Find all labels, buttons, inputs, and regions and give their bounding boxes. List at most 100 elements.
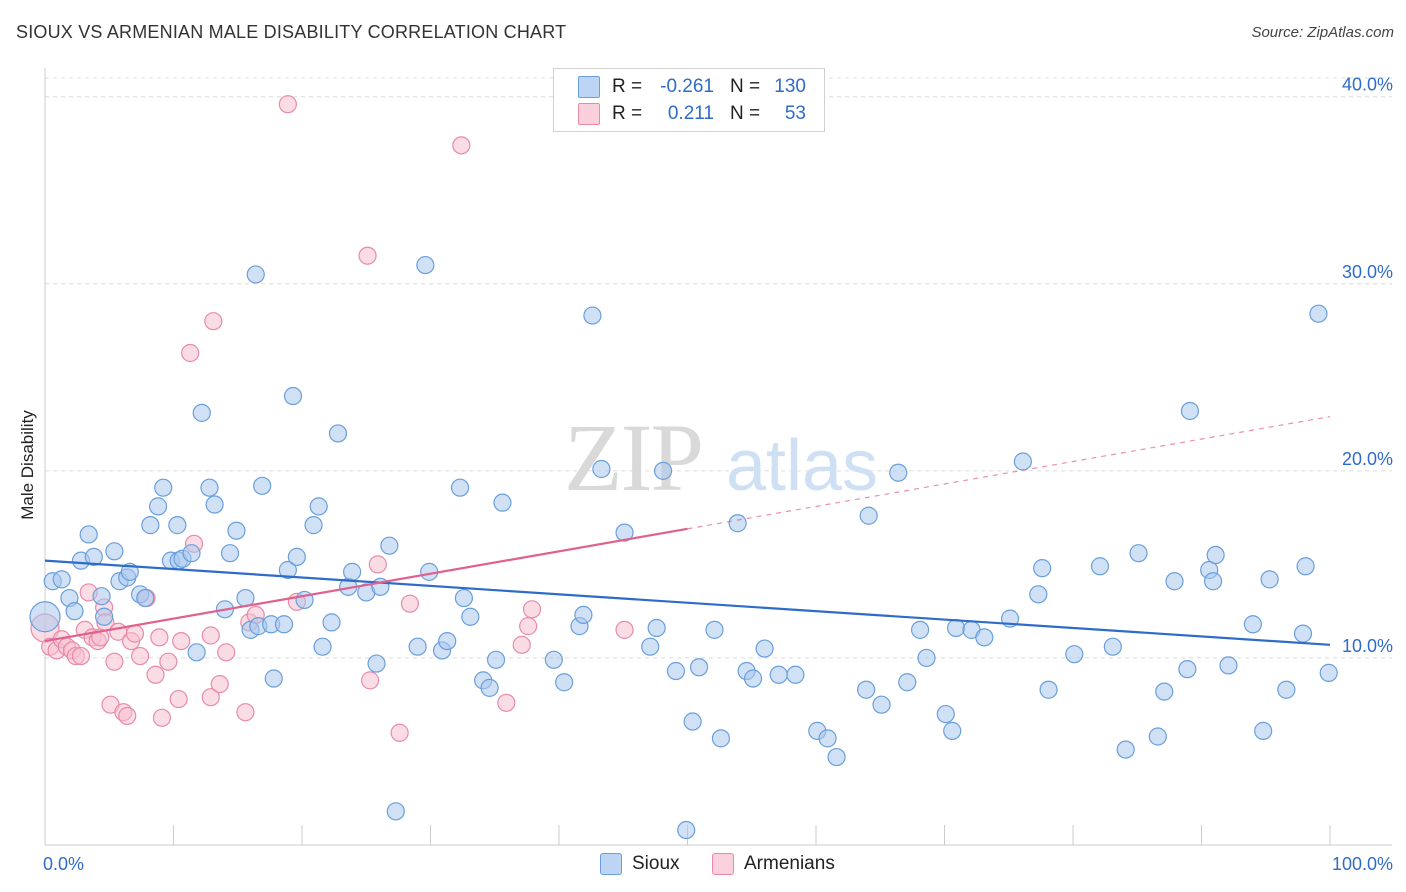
sioux-point <box>555 673 574 692</box>
sioux-point <box>711 729 731 748</box>
sioux-point <box>95 607 114 626</box>
gridlines <box>45 77 1392 659</box>
sioux-point <box>1260 570 1279 589</box>
sioux-legend-swatch <box>600 853 622 875</box>
sioux-point <box>705 620 724 639</box>
legend-n-value: 130 <box>774 76 806 97</box>
sioux-point <box>728 514 747 533</box>
sioux-point <box>328 424 348 443</box>
y-tick-labels: 10.0% 20.0% 30.0% 40.0% <box>1342 75 1393 656</box>
legend-r-value: -0.261 <box>660 76 714 97</box>
armenian-trend-extension <box>687 416 1331 530</box>
legend-r-label: R = <box>612 76 643 97</box>
sioux-point <box>786 665 805 684</box>
armenian-point <box>452 136 471 155</box>
armenian-point <box>512 635 531 654</box>
sioux-point <box>322 613 341 632</box>
correlation-legend: R = -0.261 N = 130 R = 0.211 N = 53 <box>553 68 825 132</box>
sioux-point <box>1293 624 1313 643</box>
sioux-point <box>200 478 219 497</box>
sioux-point <box>65 602 84 621</box>
axes <box>44 68 1392 846</box>
sioux-point <box>592 459 611 479</box>
sioux-point <box>1090 557 1110 576</box>
sioux-point <box>1013 452 1032 471</box>
armenian-point <box>125 624 145 643</box>
y-axis-label: Male Disability <box>18 410 37 520</box>
sioux-swatch <box>578 76 600 98</box>
watermark-atlas: atlas <box>726 426 878 506</box>
sioux-point <box>755 639 774 658</box>
sioux-point <box>683 712 702 731</box>
armenian-point <box>615 620 634 639</box>
sioux-point <box>1243 615 1263 634</box>
sioux-point <box>220 544 240 563</box>
sioux-point <box>544 650 563 669</box>
sioux-point <box>278 560 297 580</box>
sioux-point <box>182 544 201 563</box>
sioux-point <box>454 588 474 608</box>
sioux-point <box>120 562 139 581</box>
legend-row-sioux: R = -0.261 N = 130 <box>578 75 806 99</box>
sioux-point <box>872 695 891 714</box>
sioux-point <box>313 637 332 656</box>
y-tick-label: 30.0% <box>1342 262 1393 282</box>
sioux-point <box>380 536 399 555</box>
armenian-point <box>278 95 297 114</box>
armenian-point <box>172 631 191 651</box>
sioux-point <box>583 306 602 325</box>
chart-title: SIOUX VS ARMENIAN MALE DISABILITY CORREL… <box>16 22 567 42</box>
armenian-point <box>522 600 542 619</box>
sioux-points <box>29 255 1338 840</box>
sioux-point <box>1180 401 1200 421</box>
sioux-point <box>859 506 878 525</box>
armenian-point <box>181 343 200 363</box>
sioux-point <box>1254 721 1273 740</box>
sioux-point <box>1065 645 1084 664</box>
watermark-zip: ZIP <box>564 404 702 511</box>
legend-n-label: N = <box>730 103 761 124</box>
armenian-point <box>71 646 91 666</box>
armenian-point <box>130 646 150 666</box>
armenian-point <box>152 708 172 727</box>
sioux-point <box>818 729 837 748</box>
sioux-point <box>1165 572 1184 591</box>
sioux-point <box>29 601 61 633</box>
y-tick-label: 20.0% <box>1342 449 1393 469</box>
y-tick-label: 40.0% <box>1342 75 1393 95</box>
sioux-point <box>898 673 917 692</box>
bottom-legend-sioux: Sioux <box>600 852 680 876</box>
sioux-point <box>438 631 457 651</box>
sioux-point <box>264 669 283 688</box>
armenian-trend-line <box>44 527 688 643</box>
sioux-point <box>227 521 246 540</box>
sioux-point <box>1148 727 1167 746</box>
sioux-point <box>343 562 362 581</box>
sioux-point <box>1155 682 1174 701</box>
sioux-point <box>641 637 660 656</box>
sioux-point <box>677 820 696 840</box>
sioux-point <box>975 628 994 647</box>
sioux-point <box>148 497 168 516</box>
sioux-point <box>136 588 155 608</box>
sioux-point <box>889 463 908 482</box>
sioux-point <box>1203 572 1223 591</box>
armenian-point <box>361 671 380 690</box>
armenian-point <box>159 652 178 671</box>
sioux-point <box>647 618 666 638</box>
sioux-point <box>615 523 634 542</box>
legend-r-label: R = <box>612 103 643 124</box>
legend-n-label: N = <box>730 76 761 97</box>
armenian-point <box>201 626 220 645</box>
sioux-point <box>1033 559 1052 578</box>
sioux-point <box>1319 663 1338 682</box>
sioux-point <box>246 265 265 284</box>
sioux-point <box>1103 637 1122 656</box>
sioux-point <box>274 615 294 634</box>
sioux-point <box>1029 585 1048 604</box>
sioux-point <box>1039 680 1058 699</box>
sioux-legend-label: Sioux <box>632 853 680 874</box>
sioux-point <box>168 516 187 535</box>
sioux-point <box>408 637 427 656</box>
